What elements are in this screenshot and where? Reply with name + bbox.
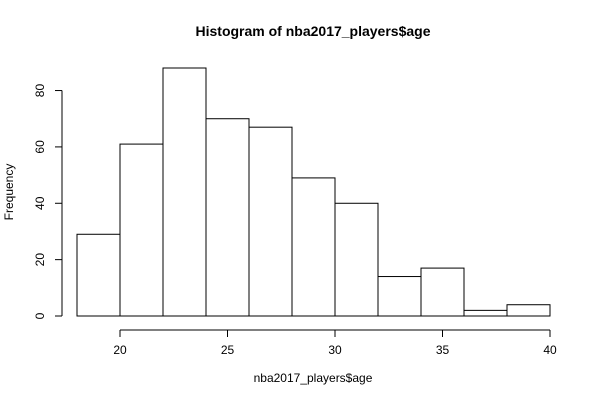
- y-tick-label: 60: [33, 140, 47, 154]
- y-tick-label: 80: [33, 84, 47, 98]
- x-axis-label: nba2017_players$age: [254, 371, 373, 385]
- y-tick-label: 0: [33, 312, 47, 319]
- chart-title: Histogram of nba2017_players$age: [196, 23, 431, 39]
- histogram-bar: [162, 67, 207, 317]
- y-tick-label: 40: [33, 196, 47, 210]
- histogram-bar: [119, 143, 164, 317]
- y-tick-label: 20: [33, 253, 47, 267]
- histogram-bar: [463, 309, 508, 317]
- histogram-bar: [334, 202, 379, 317]
- x-tick-label: 40: [543, 343, 557, 357]
- histogram-bar: [248, 126, 293, 317]
- histogram-bar: [291, 177, 336, 317]
- histogram-bar: [76, 233, 121, 317]
- x-tick-label: 35: [436, 343, 450, 357]
- bars-group: [76, 67, 551, 317]
- histogram-bar: [205, 118, 250, 317]
- y-ticks-group: 0 20 40 60 80: [33, 84, 62, 319]
- x-tick-label: 20: [113, 343, 127, 357]
- histogram-bar: [420, 267, 465, 317]
- histogram-bar: [377, 276, 422, 317]
- x-tick-label: 25: [221, 343, 235, 357]
- histogram-bar: [506, 304, 551, 317]
- y-axis-label: Frequency: [2, 164, 16, 221]
- x-ticks-group: 20 25 30 35 40: [113, 330, 557, 357]
- x-tick-label: 30: [328, 343, 342, 357]
